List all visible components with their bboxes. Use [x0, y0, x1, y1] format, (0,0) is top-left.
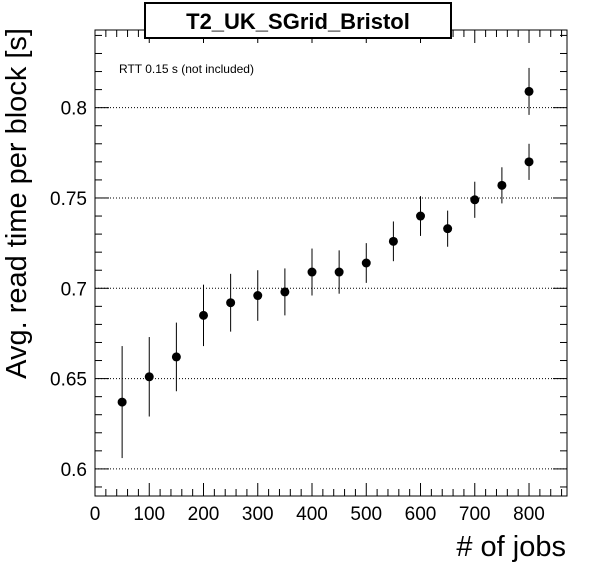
y-tick-label: 0.65: [50, 370, 87, 391]
data-point: [280, 268, 290, 316]
data-marker: [524, 157, 534, 167]
data-marker: [416, 211, 426, 221]
x-tick-label: 100: [133, 504, 165, 525]
y-axis-title: Avg. read time per block [s]: [1, 28, 33, 379]
plot-frame: [94, 29, 568, 497]
data-marker: [361, 258, 371, 268]
data-point: [199, 284, 209, 347]
rtt-annotation: RTT 0.15 s (not included): [119, 62, 254, 76]
data-marker: [199, 310, 209, 320]
data-marker: [388, 236, 398, 246]
y-tick-label: 0.7: [61, 279, 87, 300]
data-point: [226, 273, 236, 332]
data-marker: [117, 397, 127, 407]
x-tick-label: 300: [242, 504, 274, 525]
data-point: [524, 67, 534, 115]
data-marker: [253, 291, 263, 301]
x-tick-label: 800: [513, 504, 545, 525]
title-box: T2_UK_SGrid_Bristol: [144, 2, 452, 39]
data-marker: [524, 86, 534, 96]
y-tick-label: 0.6: [61, 460, 87, 481]
data-marker: [144, 372, 154, 382]
data-point: [388, 221, 398, 262]
data-marker: [171, 352, 181, 362]
data-point: [524, 143, 534, 180]
data-point: [416, 196, 426, 236]
y-tick-label: 0.8: [61, 99, 87, 120]
data-point: [470, 181, 480, 218]
y-tick-label: 0.75: [50, 189, 87, 210]
x-tick-label: 500: [350, 504, 382, 525]
data-point: [334, 250, 344, 294]
x-axis-title: # of jobs: [456, 531, 566, 563]
data-point: [497, 167, 507, 204]
x-tick-label: 200: [188, 504, 220, 525]
x-tick-label: 0: [90, 504, 101, 525]
x-axis: 0 100 200 300 400 500 600 700 800: [90, 30, 563, 525]
title-frame: [144, 2, 452, 39]
data-point: [443, 210, 453, 247]
data-marker: [280, 287, 290, 297]
x-tick-label: 400: [296, 504, 328, 525]
y-axis: 0.6 0.65 0.7 0.75 0.8: [50, 34, 567, 488]
data-marker: [307, 267, 317, 277]
data-marker: [470, 195, 480, 205]
data-marker: [334, 267, 344, 277]
x-tick-label: 600: [405, 504, 437, 525]
data-point: [171, 322, 181, 392]
data-point: [361, 243, 371, 283]
grid-lines: [95, 107, 567, 470]
data-marker: [497, 180, 507, 190]
data-point: [307, 248, 317, 296]
data-series: [117, 67, 534, 459]
data-point: [253, 270, 263, 321]
data-point: [144, 337, 154, 417]
data-point: [117, 346, 127, 459]
chart-title: T2_UK_SGrid_Bristol: [186, 9, 410, 34]
data-marker: [226, 298, 236, 308]
x-tick-label: 700: [459, 504, 491, 525]
data-marker: [443, 224, 453, 234]
